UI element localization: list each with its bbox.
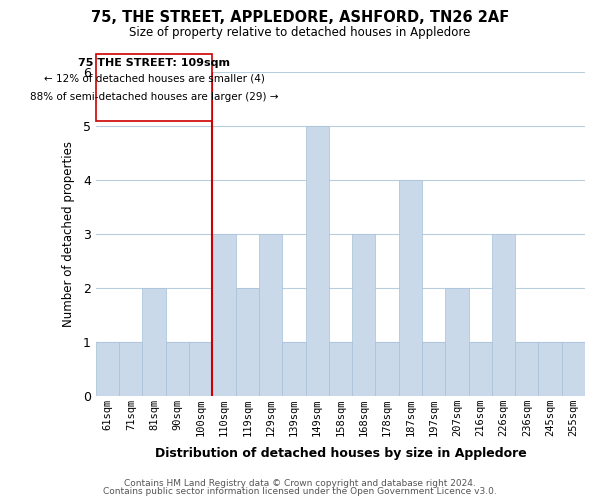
Text: 75, THE STREET, APPLEDORE, ASHFORD, TN26 2AF: 75, THE STREET, APPLEDORE, ASHFORD, TN26…	[91, 10, 509, 25]
Text: Contains public sector information licensed under the Open Government Licence v3: Contains public sector information licen…	[103, 487, 497, 496]
Bar	[282, 342, 305, 396]
Text: 75 THE STREET: 109sqm: 75 THE STREET: 109sqm	[78, 58, 230, 68]
Bar	[166, 342, 189, 396]
Bar	[562, 342, 585, 396]
Bar	[305, 126, 329, 396]
Bar	[492, 234, 515, 396]
Bar	[329, 342, 352, 396]
Bar	[398, 180, 422, 396]
Bar	[142, 288, 166, 396]
Bar	[538, 342, 562, 396]
Bar	[236, 288, 259, 396]
Bar	[119, 342, 142, 396]
Y-axis label: Number of detached properties: Number of detached properties	[62, 141, 74, 327]
Bar	[212, 234, 236, 396]
Bar	[352, 234, 376, 396]
Bar	[515, 342, 538, 396]
Text: ← 12% of detached houses are smaller (4): ← 12% of detached houses are smaller (4)	[44, 74, 265, 84]
Bar	[376, 342, 398, 396]
Bar	[189, 342, 212, 396]
Text: Size of property relative to detached houses in Appledore: Size of property relative to detached ho…	[130, 26, 470, 39]
Text: Contains HM Land Registry data © Crown copyright and database right 2024.: Contains HM Land Registry data © Crown c…	[124, 478, 476, 488]
Bar	[469, 342, 492, 396]
FancyBboxPatch shape	[96, 54, 212, 121]
X-axis label: Distribution of detached houses by size in Appledore: Distribution of detached houses by size …	[155, 447, 526, 460]
Text: 88% of semi-detached houses are larger (29) →: 88% of semi-detached houses are larger (…	[30, 92, 278, 102]
Bar	[445, 288, 469, 396]
Bar	[96, 342, 119, 396]
Bar	[259, 234, 282, 396]
Bar	[422, 342, 445, 396]
